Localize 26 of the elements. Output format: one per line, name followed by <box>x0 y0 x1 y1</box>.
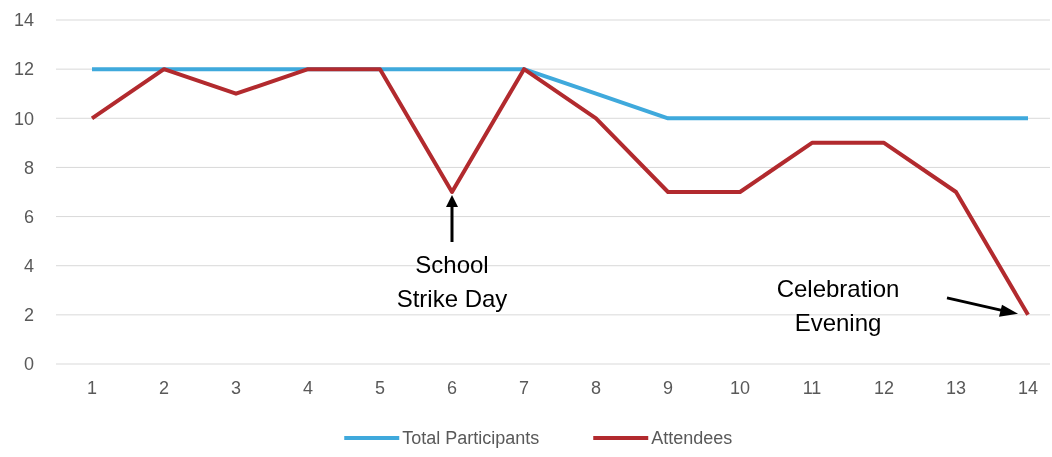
y-tick-label: 4 <box>23 256 34 277</box>
x-tick-label: 1 <box>86 378 98 398</box>
x-tick-label: 6 <box>446 378 458 398</box>
y-tick-label: 12 <box>13 59 34 80</box>
x-tick-label: 12 <box>873 378 895 398</box>
legend-label: Total Participants <box>402 428 540 449</box>
x-tick-label: 7 <box>518 378 530 398</box>
annotation: Celebration Evening <box>776 274 900 336</box>
legend-label: Attendees <box>651 428 733 449</box>
y-tick-label: 14 <box>13 10 34 31</box>
x-tick-label: 14 <box>1017 378 1039 398</box>
y-tick-label: 8 <box>23 157 34 178</box>
x-tick-label: 11 <box>802 378 822 398</box>
y-tick-label: 2 <box>23 305 34 326</box>
x-tick-label: 3 <box>230 378 242 398</box>
y-tick-label: 0 <box>23 354 34 375</box>
x-tick-label: 4 <box>302 378 314 398</box>
x-tick-label: 13 <box>945 378 967 398</box>
x-tick-label: 2 <box>158 378 170 398</box>
x-tick-label: 10 <box>729 378 751 398</box>
annotation: School Strike Day <box>396 251 508 312</box>
y-tick-label: 10 <box>13 108 34 129</box>
x-tick-label: 5 <box>374 378 386 398</box>
x-tick-label: 9 <box>662 378 674 398</box>
y-tick-label: 6 <box>23 206 34 227</box>
x-tick-label: 8 <box>590 378 602 398</box>
